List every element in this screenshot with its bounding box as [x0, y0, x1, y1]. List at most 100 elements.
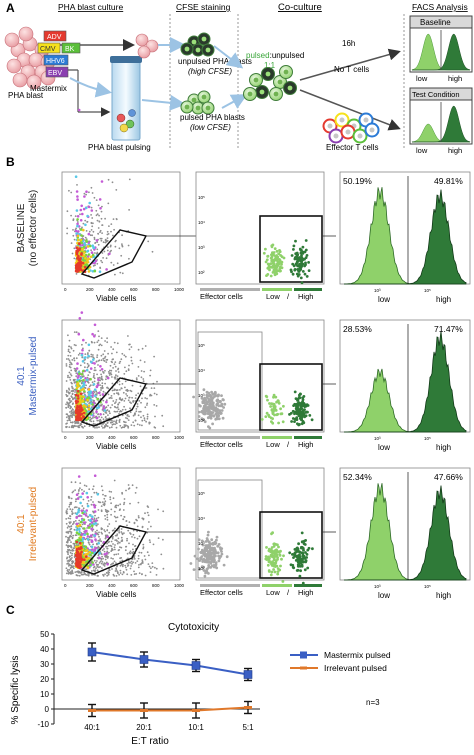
event-dot	[78, 519, 81, 522]
event-dot	[92, 485, 95, 488]
low-dot	[274, 543, 278, 546]
event-dot	[124, 421, 127, 424]
density-dot	[76, 263, 80, 266]
event-dot	[155, 567, 158, 570]
effector-dot	[202, 411, 205, 415]
event-dot	[88, 542, 90, 544]
density-dot	[83, 245, 86, 249]
density-dot	[87, 343, 91, 347]
density-dot	[75, 562, 78, 566]
event-dot	[71, 385, 73, 388]
event-dot	[127, 399, 130, 402]
effector-dot	[206, 553, 209, 556]
event-dot	[126, 414, 129, 416]
event-dot	[72, 567, 75, 570]
event-dot	[92, 566, 95, 569]
event-dot	[68, 399, 71, 402]
low-dot	[268, 556, 271, 560]
effector-dot	[211, 402, 215, 406]
high-bar	[294, 436, 322, 439]
high-dot	[300, 540, 304, 544]
event-dot	[72, 402, 74, 405]
event-dot	[86, 502, 89, 505]
x-tick-label: 10⁵	[424, 584, 431, 589]
event-dot	[67, 549, 70, 552]
event-dot	[120, 254, 123, 257]
event-dot	[65, 393, 68, 396]
density-dot	[76, 397, 80, 400]
event-dot	[94, 531, 97, 533]
event-dot	[110, 223, 113, 226]
event-dot	[106, 249, 109, 252]
effector-dot	[205, 537, 209, 540]
density-dot	[77, 258, 81, 261]
event-dot	[127, 244, 130, 247]
event-dot	[68, 376, 71, 379]
cfse-cell-core	[191, 97, 197, 103]
high-dot	[300, 251, 304, 255]
event-dot	[146, 413, 149, 416]
effector-dot	[206, 394, 209, 398]
density-dot	[75, 547, 79, 551]
density-dot	[87, 526, 91, 529]
event-dot	[146, 415, 149, 418]
high-dot	[299, 276, 303, 280]
event-dot	[138, 564, 140, 566]
effector-dot	[211, 559, 215, 562]
event-dot	[87, 519, 90, 521]
event-dot	[120, 563, 123, 566]
event-dot	[113, 515, 116, 518]
event-dot	[107, 573, 110, 576]
event-dot	[127, 425, 130, 428]
low-dot	[275, 262, 279, 266]
event-dot	[149, 369, 152, 372]
antigen-box-bk: BK	[61, 42, 81, 54]
density-dot	[80, 234, 83, 237]
event-dot	[100, 210, 103, 213]
event-dot	[107, 387, 110, 390]
event-dot	[129, 502, 131, 505]
event-dot	[86, 381, 89, 383]
effector-dot	[206, 533, 210, 537]
event-dot	[126, 394, 129, 397]
event-dot	[147, 514, 150, 517]
event-dot	[111, 568, 113, 570]
low-dot	[269, 573, 273, 577]
high-dot	[304, 539, 307, 542]
event-dot	[92, 422, 95, 425]
event-dot	[149, 374, 152, 377]
event-dot	[128, 178, 131, 181]
high-percent: 49.81%	[434, 176, 463, 186]
event-dot	[86, 362, 89, 365]
event-dot	[105, 412, 108, 414]
high-dot	[304, 411, 308, 414]
low-dot	[270, 546, 274, 549]
event-dot	[114, 365, 117, 368]
event-dot	[77, 490, 80, 492]
event-dot	[111, 421, 114, 424]
density-dot	[84, 256, 87, 260]
event-dot	[136, 560, 139, 562]
event-dot	[95, 199, 98, 202]
event-dot	[134, 492, 137, 494]
density-dot	[90, 360, 93, 364]
low-dot	[273, 247, 277, 251]
event-dot	[96, 373, 98, 376]
event-dot	[100, 354, 103, 357]
event-dot	[125, 545, 127, 548]
pha-cell	[26, 74, 42, 90]
event-dot	[92, 569, 95, 572]
high-dot	[299, 562, 303, 565]
event-dot	[102, 257, 104, 259]
low-dot	[279, 412, 283, 416]
event-dot	[70, 191, 73, 194]
event-dot	[106, 550, 109, 553]
event-dot	[82, 222, 85, 225]
event-dot	[75, 421, 78, 424]
event-dot	[68, 505, 71, 508]
event-dot	[137, 516, 140, 519]
event-dot	[72, 229, 74, 231]
high-dot	[304, 414, 308, 418]
event-dot	[117, 553, 120, 555]
x-tick-label: 5:1	[242, 723, 254, 732]
